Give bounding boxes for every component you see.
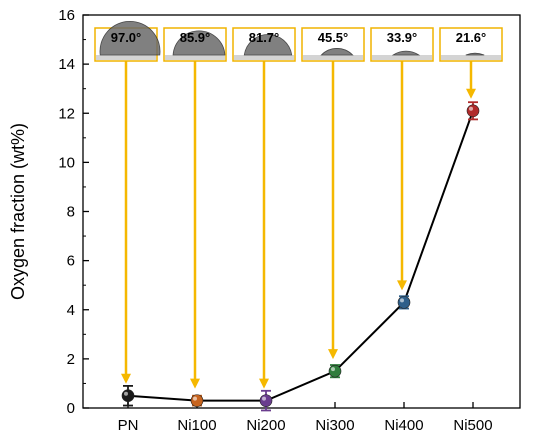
point-marker (121, 389, 135, 403)
y-tick-label: 12 (58, 105, 75, 122)
point-marker (466, 104, 480, 118)
droplet-shape (465, 52, 485, 56)
y-axis-ticks: 0 2 4 6 8 10 12 14 16 (58, 7, 89, 417)
data-point (466, 101, 480, 121)
arrow-head (259, 378, 269, 389)
inset-substrate (96, 55, 156, 60)
y-tick-label: 4 (67, 302, 75, 319)
point-marker (259, 394, 273, 407)
contact-angle-inset: 97.0° (94, 21, 161, 62)
plot-frame (82, 14, 521, 409)
x-axis-ticks: PN Ni100 Ni200 Ni300 Ni400 Ni500 (118, 402, 493, 434)
point-highlight (331, 367, 335, 372)
point-marker (190, 394, 204, 407)
x-tick-label: Ni300 (315, 417, 354, 434)
contact-angle-label: 97.0° (111, 30, 142, 45)
point-marker (397, 296, 411, 309)
droplet-shape (243, 34, 293, 56)
point-marker (328, 364, 342, 378)
data-point (259, 389, 273, 412)
x-tick-label: Ni200 (246, 417, 285, 434)
y-tick-label: 0 (67, 400, 75, 417)
inset-substrate (441, 55, 501, 60)
inset-substrate (234, 55, 294, 60)
contact-angle-label: 21.6° (456, 30, 487, 45)
arrow-head (190, 378, 200, 389)
y-tick-label: 8 (67, 204, 75, 221)
contact-angle-arrows (121, 61, 476, 389)
data-point (190, 394, 204, 407)
contact-angle-label: 33.9° (387, 30, 418, 45)
y-tick-label: 6 (67, 253, 75, 270)
contact-angle-insets: 97.0° 85.9° 81.7° 45.5° 33.9° 21.6° (94, 21, 503, 62)
data-point (328, 364, 342, 379)
arrow-head (397, 280, 407, 291)
contact-angle-inset: 45.5° (301, 27, 365, 62)
y-tick-label: 14 (58, 56, 75, 73)
arrow-head (466, 88, 476, 99)
y-axis-title: Oxygen fraction (wt%) (8, 123, 28, 300)
arrow-head (121, 373, 131, 384)
point-highlight (124, 391, 128, 396)
contact-angle-inset: 33.9° (370, 27, 434, 62)
x-tick-label: Ni400 (384, 417, 423, 434)
droplet-shape (99, 21, 161, 56)
droplet-shape (391, 50, 421, 56)
inset-substrate (372, 55, 432, 60)
y-tick-label: 2 (67, 351, 75, 368)
contact-angle-inset: 81.7° (232, 27, 296, 62)
contact-angle-label: 81.7° (249, 30, 280, 45)
point-highlight (400, 298, 404, 303)
contact-angle-label: 85.9° (180, 30, 211, 45)
x-tick-label: Ni500 (453, 417, 492, 434)
data-point (397, 295, 411, 310)
inset-substrate (303, 55, 363, 60)
contact-angle-inset: 85.9° (163, 27, 227, 62)
droplet-shape (320, 48, 354, 56)
inset-substrate (165, 55, 225, 60)
x-tick-label: Ni100 (177, 417, 216, 434)
contact-angle-label: 45.5° (318, 30, 349, 45)
y-tick-label: 16 (58, 7, 75, 24)
point-highlight (262, 396, 266, 401)
series-line (127, 110, 474, 402)
y-tick-label: 10 (58, 154, 75, 171)
point-highlight (193, 396, 197, 401)
point-highlight (469, 106, 473, 111)
contact-angle-inset: 21.6° (439, 27, 503, 62)
arrow-head (328, 349, 338, 360)
droplet-shape (172, 30, 226, 56)
x-tick-label: PN (118, 417, 139, 434)
data-points (121, 101, 480, 412)
data-point (121, 384, 135, 407)
